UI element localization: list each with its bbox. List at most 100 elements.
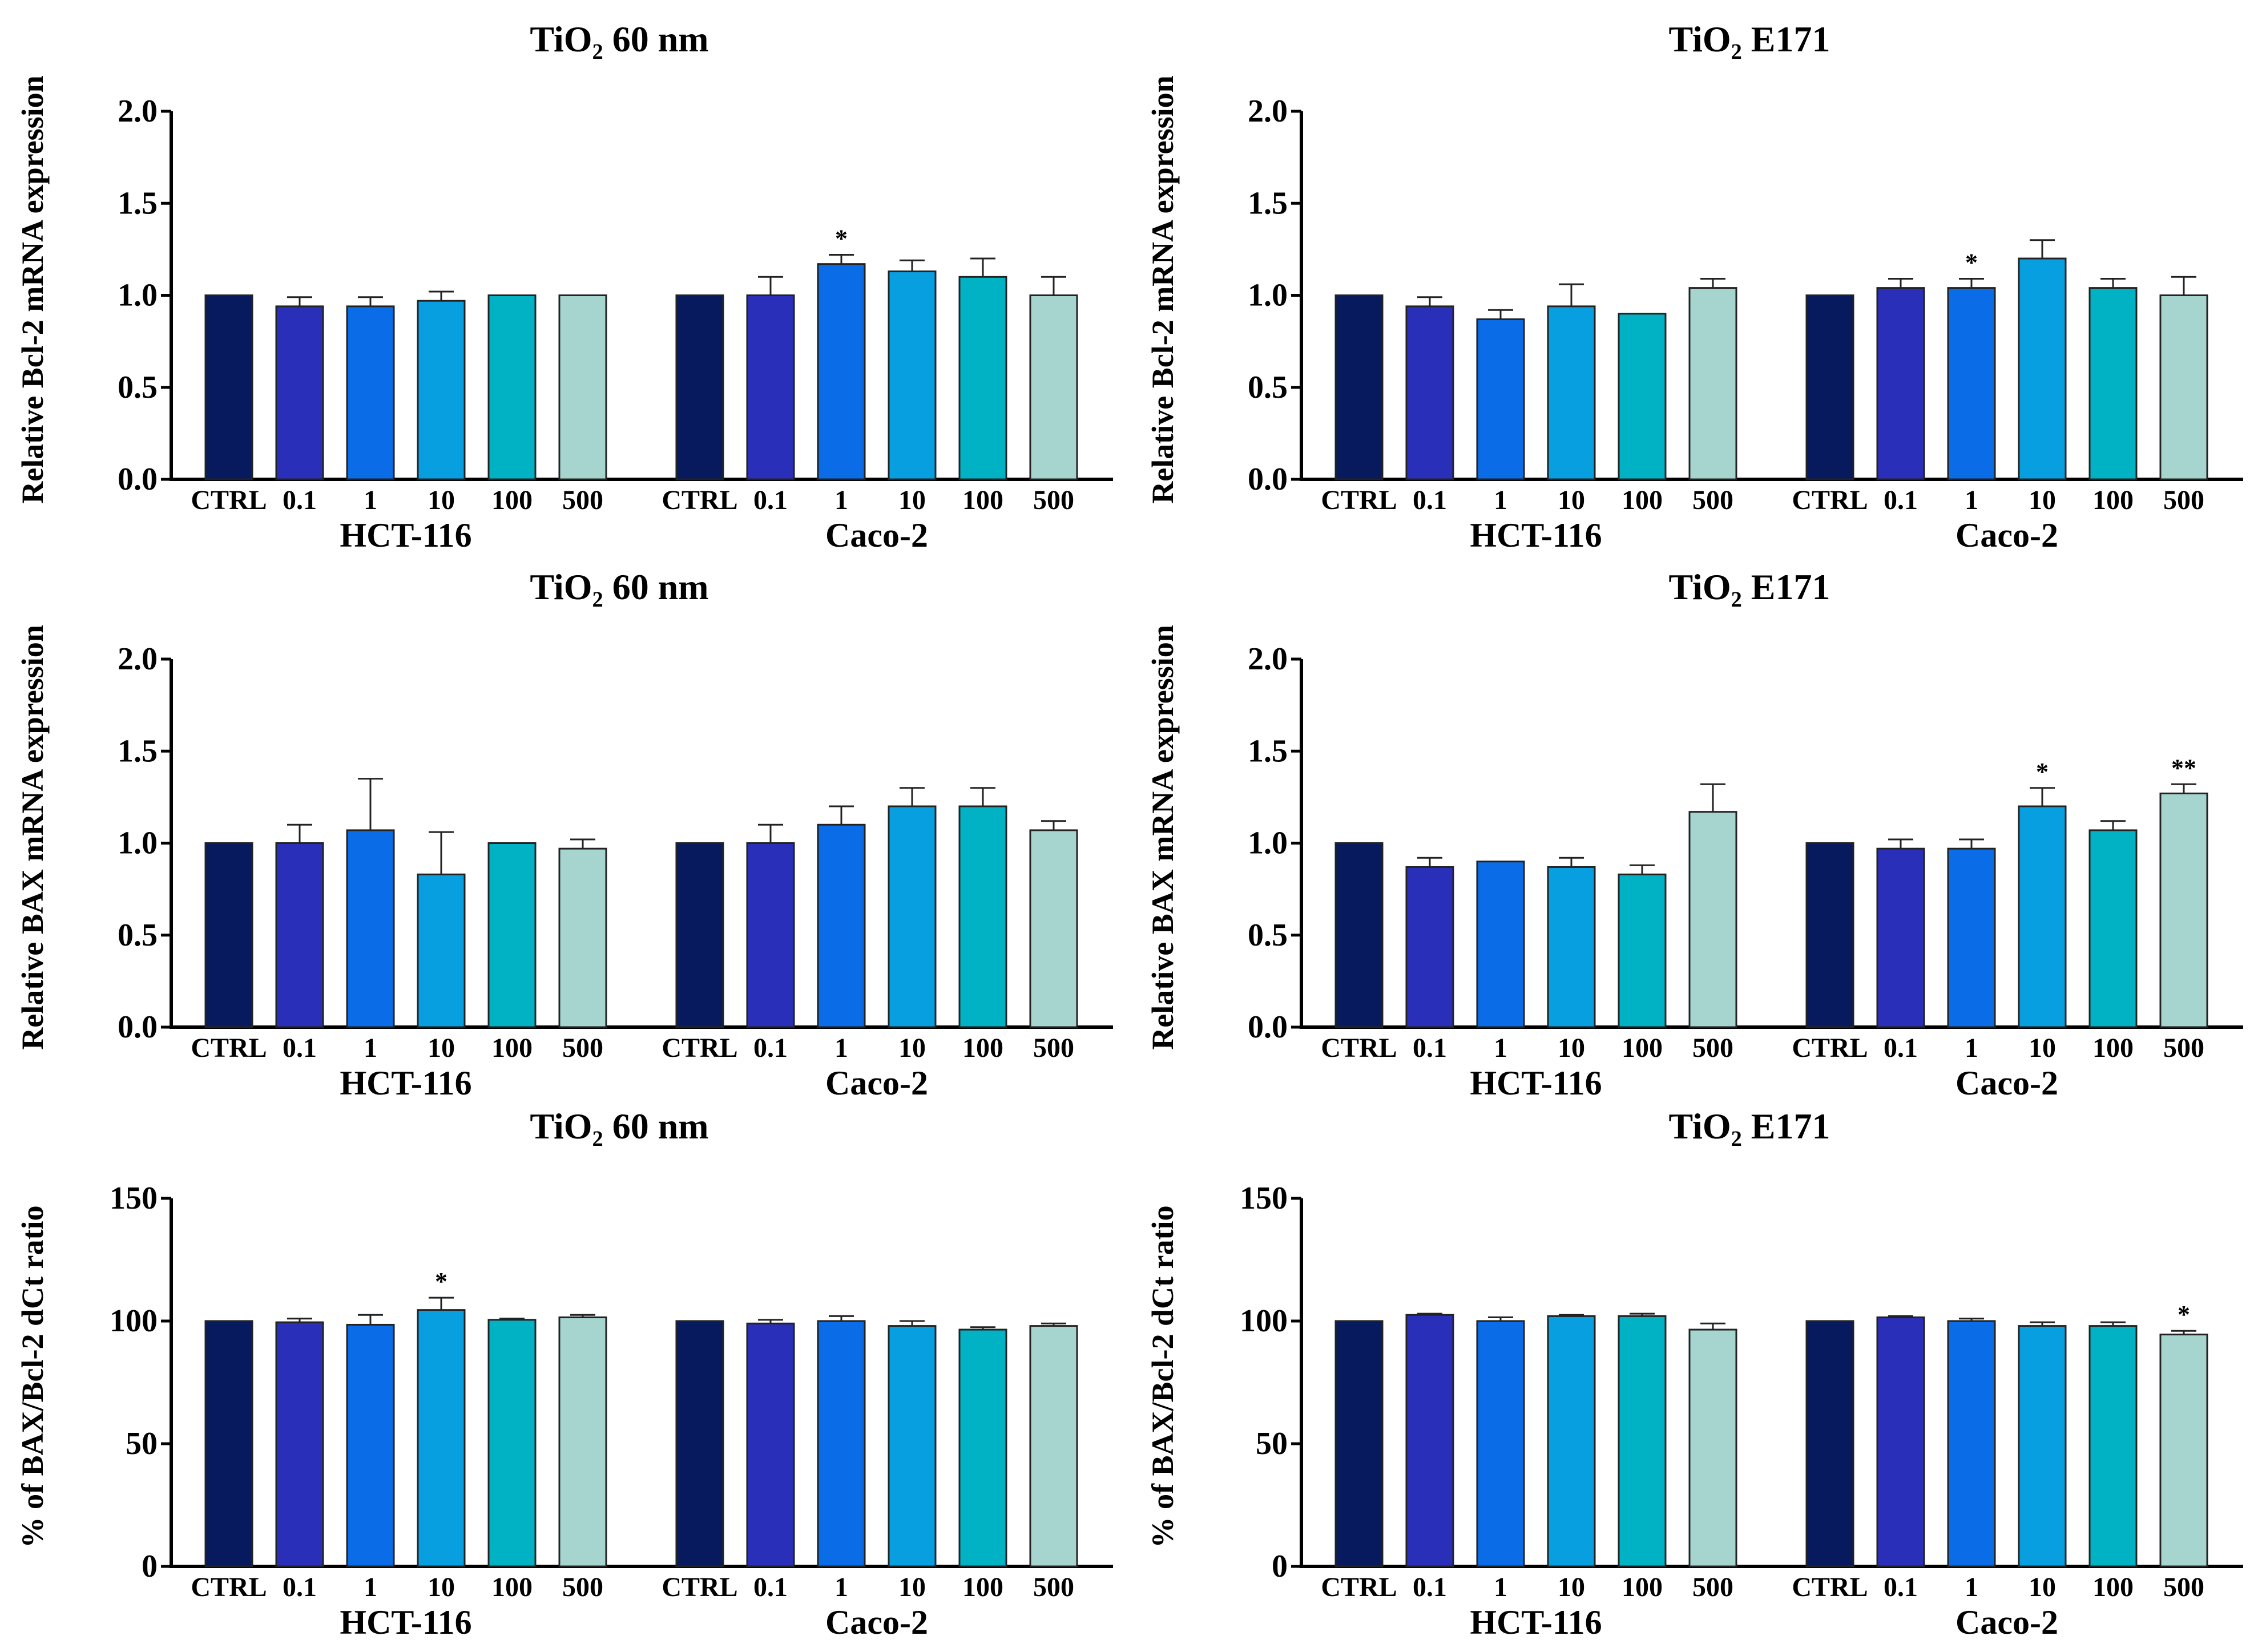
x-tick-label: 1 xyxy=(1494,1033,1507,1063)
bar-caco-2-2 xyxy=(1947,287,1996,480)
y-tick-label: 0.0 xyxy=(118,462,158,497)
bar-hct-116-0 xyxy=(1334,1320,1384,1568)
x-tick-label: 100 xyxy=(2092,1572,2134,1602)
bar-hct-116-3 xyxy=(417,873,466,1028)
y-tick-label: 1.0 xyxy=(118,826,158,861)
bar-caco-2-3 xyxy=(888,1325,937,1568)
y-axis-label: % of BAX/Bcl-2 dCt ratio xyxy=(1146,1206,1180,1548)
chart-panel-4: TiO₂ E171 Relative BAX mRNA expression 0.0… xyxy=(1146,567,2243,1102)
group-label: HCT-116 xyxy=(1470,516,1602,554)
group-label: Caco-2 xyxy=(825,1064,928,1102)
bar-hct-116-5 xyxy=(558,1316,607,1568)
y-axis-label: Relative BAX mRNA expression xyxy=(1146,625,1180,1049)
x-tick-label: 10 xyxy=(428,1572,455,1602)
x-tick-label: 1 xyxy=(1965,485,1978,515)
bar-hct-116-5 xyxy=(1688,1328,1737,1568)
y-tick-label: 2.0 xyxy=(1248,641,1288,677)
bar-hct-116-3 xyxy=(417,1309,466,1568)
x-tick-label: 500 xyxy=(1692,485,1733,515)
bar-caco-2-1 xyxy=(1876,1316,1925,1568)
x-tick-label: CTRL xyxy=(662,1572,737,1602)
significance-marker: * xyxy=(2178,1300,2190,1328)
y-tick-label: 2.0 xyxy=(118,641,158,677)
group-label: HCT-116 xyxy=(340,1603,471,1641)
x-tick-label: 10 xyxy=(1558,1572,1585,1602)
y-axis-label: Relative BAX mRNA expression xyxy=(15,625,50,1049)
chart-title: TiO₂ E171 xyxy=(1669,19,1830,59)
x-tick-label: CTRL xyxy=(662,485,737,515)
x-tick-label: CTRL xyxy=(1321,1033,1397,1063)
x-tick-label: 100 xyxy=(962,1033,1003,1063)
x-tick-label: 10 xyxy=(1558,485,1585,515)
x-tick-label: 0.1 xyxy=(283,485,317,515)
bar-caco-2-5 xyxy=(1029,294,1078,480)
bar-hct-116-3 xyxy=(1547,1315,1596,1568)
x-tick-label: CTRL xyxy=(1792,485,1868,515)
bar-caco-2-5 xyxy=(1029,1325,1078,1568)
bar-hct-116-1 xyxy=(1405,1314,1454,1568)
x-tick-label: 500 xyxy=(1033,1033,1074,1063)
bar-hct-116-0 xyxy=(204,294,253,480)
x-tick-label: 100 xyxy=(1622,1572,1663,1602)
x-tick-label: 500 xyxy=(1033,485,1074,515)
x-tick-label: 10 xyxy=(2029,485,2056,515)
x-tick-label: 0.1 xyxy=(753,485,788,515)
y-tick-label: 50 xyxy=(1256,1426,1288,1461)
x-tick-label: 0.1 xyxy=(1884,1033,1918,1063)
x-tick-label: 100 xyxy=(491,485,533,515)
x-tick-label: CTRL xyxy=(191,485,267,515)
bar-caco-2-3 xyxy=(888,270,937,480)
x-tick-label: 1 xyxy=(364,1572,377,1602)
bar-hct-116-3 xyxy=(417,300,466,480)
bar-caco-2-4 xyxy=(2088,287,2138,480)
bar-hct-116-4 xyxy=(487,842,537,1028)
x-tick-label: 100 xyxy=(491,1572,533,1602)
bar-hct-116-1 xyxy=(1405,305,1454,480)
x-tick-label: CTRL xyxy=(1321,1572,1397,1602)
x-tick-label: 100 xyxy=(1622,485,1663,515)
bar-hct-116-0 xyxy=(1334,842,1384,1028)
bar-caco-2-0 xyxy=(1805,842,1854,1028)
bar-hct-116-4 xyxy=(1618,313,1667,480)
x-tick-label: 100 xyxy=(491,1033,533,1063)
bar-hct-116-2 xyxy=(346,1323,395,1568)
bar-hct-116-2 xyxy=(1476,318,1525,480)
x-tick-label: 1 xyxy=(834,1033,848,1063)
bar-caco-2-3 xyxy=(888,805,937,1028)
bar-caco-2-5 xyxy=(1029,829,1078,1028)
bar-caco-2-4 xyxy=(958,276,1007,480)
bar-hct-116-1 xyxy=(1405,866,1454,1028)
bar-hct-116-0 xyxy=(204,1320,253,1568)
y-tick-label: 100 xyxy=(1240,1303,1288,1339)
x-tick-label: 10 xyxy=(1558,1033,1585,1063)
bar-caco-2-3 xyxy=(2018,1325,2067,1568)
bar-hct-116-5 xyxy=(558,847,607,1028)
x-tick-label: 1 xyxy=(1965,1572,1978,1602)
bar-caco-2-5 xyxy=(2159,294,2208,480)
bar-hct-116-2 xyxy=(346,305,395,480)
x-tick-label: 10 xyxy=(2029,1033,2056,1063)
x-tick-label: 10 xyxy=(898,1572,926,1602)
y-tick-label: 150 xyxy=(110,1181,158,1216)
x-tick-label: 500 xyxy=(1692,1572,1733,1602)
bar-hct-116-3 xyxy=(1547,866,1596,1028)
x-tick-label: 1 xyxy=(1494,485,1507,515)
bar-caco-2-3 xyxy=(2018,805,2067,1028)
x-tick-label: CTRL xyxy=(662,1033,737,1063)
x-tick-label: 0.1 xyxy=(753,1033,788,1063)
x-tick-label: CTRL xyxy=(1321,485,1397,515)
x-tick-label: 10 xyxy=(428,1033,455,1063)
chart-title: TiO₂ E171 xyxy=(1669,567,1830,607)
y-tick-label: 1.5 xyxy=(118,733,158,769)
y-tick-label: 0.5 xyxy=(1248,918,1288,953)
bar-caco-2-5 xyxy=(2159,792,2208,1028)
bar-caco-2-3 xyxy=(2018,257,2067,480)
y-tick-label: 150 xyxy=(1240,1181,1288,1216)
bar-caco-2-0 xyxy=(1805,1320,1854,1568)
y-tick-label: 1.0 xyxy=(1248,278,1288,313)
y-axis-label: % of BAX/Bcl-2 dCt ratio xyxy=(15,1206,50,1548)
x-tick-label: 100 xyxy=(2092,1033,2134,1063)
y-tick-label: 1.0 xyxy=(1248,826,1288,861)
x-tick-label: CTRL xyxy=(1792,1572,1868,1602)
significance-marker: * xyxy=(835,225,848,253)
